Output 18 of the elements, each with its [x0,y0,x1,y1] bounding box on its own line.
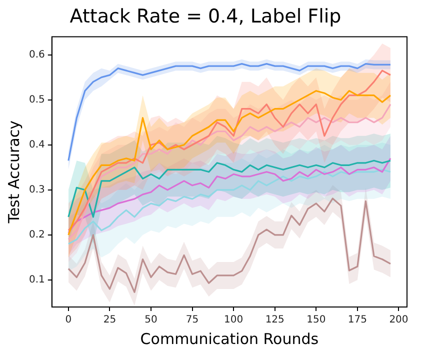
y-tick-label: 0.3 [28,184,45,196]
x-tick-label: 0 [65,314,72,326]
x-tick-label: 125 [265,314,284,326]
y-axis-title: Test Accuracy [4,120,23,224]
x-tick-label: 175 [348,314,367,326]
y-tick-label: 0.1 [28,274,45,286]
x-tick-label: 75 [186,314,199,326]
x-axis-title: Communication Rounds [140,330,319,348]
x-tick-label: 100 [224,314,244,326]
x-tick-label: 25 [103,314,116,326]
x-tick-label: 50 [144,314,158,326]
chart-title: Attack Rate = 0.4, Label Flip [70,5,342,28]
x-tick-label: 150 [306,314,326,326]
y-tick-label: 0.4 [28,139,45,150]
y-tick-label: 0.6 [28,49,45,60]
y-tick-label: 0.2 [28,230,45,241]
y-tick-label: 0.5 [28,94,45,106]
x-tick-label: 200 [389,314,408,326]
